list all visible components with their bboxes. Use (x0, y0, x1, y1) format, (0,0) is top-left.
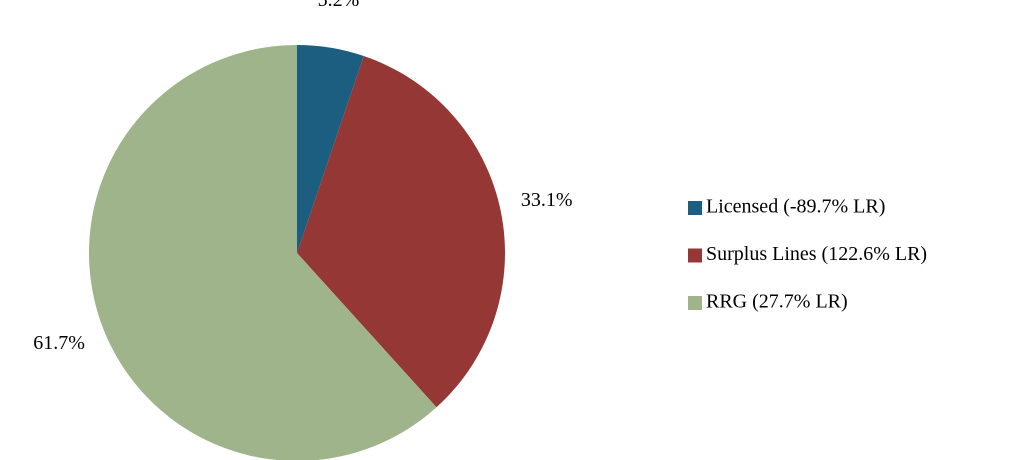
legend-label: Licensed (-89.7% LR) (706, 196, 885, 218)
data-label: 33.1% (521, 189, 573, 211)
legend-swatch (688, 296, 702, 310)
legend-label: RRG (27.7% LR) (706, 291, 848, 313)
legend-swatch (688, 248, 702, 263)
pie-slice (297, 45, 364, 253)
pie-slice (297, 56, 506, 408)
data-label: 5.2% (318, 0, 360, 11)
data-label: 61.7% (33, 332, 85, 354)
legend-swatch (688, 201, 702, 215)
pie-slice (89, 45, 437, 460)
legend-label: Surplus Lines (122.6% LR) (706, 243, 927, 265)
